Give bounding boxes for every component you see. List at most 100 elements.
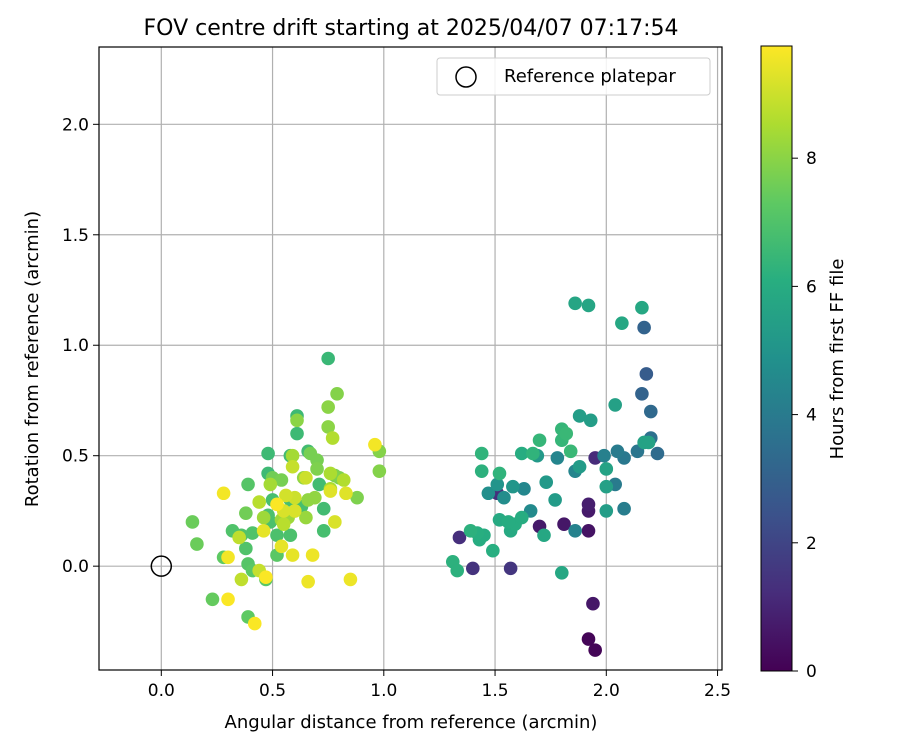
data-point [310,462,324,476]
data-point [276,517,291,531]
data-point [557,517,571,531]
data-point [486,543,500,558]
data-point [581,524,596,538]
x-tick-label: 0.5 [259,681,286,701]
data-point [581,497,596,512]
y-tick-label: 1.0 [62,336,89,356]
data-point [301,574,315,589]
colorbar-tick-label: 4 [806,406,817,426]
data-point [270,528,284,543]
data-point [490,477,505,492]
data-point [635,387,649,401]
data-point [263,477,278,492]
data-point [452,530,467,545]
data-point [599,462,614,476]
data-point [239,506,253,520]
colorbar-label: Hours from first FF file [827,259,848,460]
data-point [635,300,649,315]
data-point [599,479,614,494]
data-point [639,367,654,381]
data-point [637,320,651,335]
colorbar-tick-label: 2 [806,534,817,554]
data-point [599,504,614,518]
colorbar: 0 2 4 6 8 Hours from first FF file [760,45,848,682]
data-point [328,515,342,529]
data-point [644,404,658,419]
data-point [539,475,554,490]
data-point [586,596,600,611]
data-point [474,464,489,478]
data-point [221,550,235,565]
x-tick-label: 2.0 [593,681,620,701]
x-axis-label: Angular distance from reference (arcmin) [225,712,598,733]
y-axis-ticks: 0.0 0.5 1.0 1.5 2.0 [62,115,99,577]
data-point [466,561,480,576]
data-point [532,433,547,448]
data-point [323,466,338,481]
x-tick-label: 0.0 [148,681,175,701]
data-point [568,524,582,538]
data-point [548,493,562,507]
plot-frame [98,46,723,671]
colorbar-tick-label: 0 [806,662,817,682]
data-point [247,616,262,631]
legend-entry-reference: Reference platepar [504,66,676,87]
data-point [290,426,304,441]
data-point [481,486,496,501]
data-point [325,431,340,445]
data-point [650,446,665,461]
data-point [503,561,518,576]
data-point [261,446,275,461]
data-point [321,351,335,366]
data-point [608,398,622,412]
y-axis-label: Rotation from reference (arcmin) [22,211,43,507]
data-point [288,504,302,518]
data-point [274,473,289,487]
data-point [506,479,520,494]
data-point [572,459,587,474]
data-point [526,446,540,461]
data-point [205,592,220,607]
data-point [514,510,529,525]
colorbar-ticks: 0 2 4 6 8 [792,149,817,682]
data-point [232,530,246,545]
data-point [245,526,260,540]
data-point [285,459,300,474]
data-point [550,451,565,465]
data-point [185,515,200,529]
data-point [316,501,331,516]
y-tick-label: 2.0 [62,115,89,135]
x-tick-label: 1.0 [370,681,397,701]
data-point [492,466,507,481]
data-point [256,510,271,525]
data-point [563,444,578,459]
data-point [588,643,602,657]
data-point [312,477,327,492]
data-point [239,541,253,556]
y-tick-label: 0.0 [62,557,89,577]
data-point [450,563,465,578]
data-point [283,528,298,543]
data-point [323,484,338,498]
data-points [185,296,665,657]
data-point [368,437,382,452]
data-point [641,435,656,450]
data-point [617,501,631,516]
data-point [290,413,304,428]
y-tick-label: 1.5 [62,226,89,246]
data-point [555,565,569,580]
data-point [517,482,531,496]
data-point [568,296,582,311]
data-point [316,524,331,538]
data-point [234,572,249,587]
chart-title: FOV centre drift starting at 2025/04/07 … [144,16,679,41]
data-point [259,570,273,585]
data-point [299,470,313,485]
data-point [615,316,629,330]
data-point [274,539,289,554]
data-point [497,490,511,505]
data-point [285,448,300,463]
data-point [216,486,231,501]
data-point [350,490,364,505]
